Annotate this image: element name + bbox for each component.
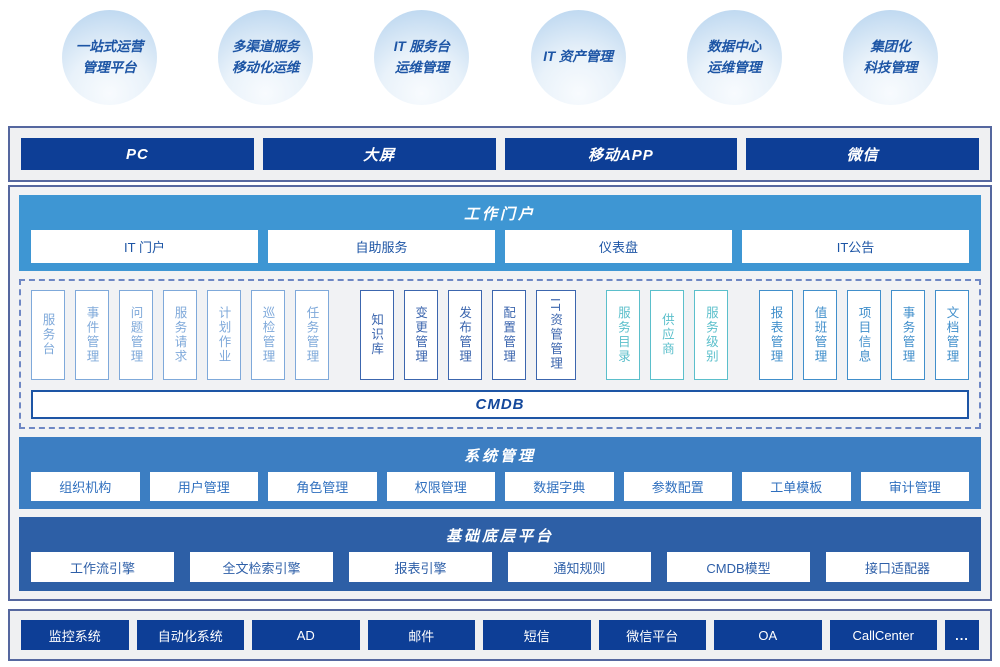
module-release-mgmt: 发布管理: [447, 290, 482, 380]
portal-item-dashboard: 仪表盘: [505, 230, 732, 263]
system-item-user-mgmt: 用户管理: [149, 472, 258, 501]
bubble-group-tech-management: 集团化 科技管理: [842, 10, 938, 105]
system-item-org-structure: 组织机构: [31, 472, 140, 501]
integration-callcenter: CallCenter: [829, 620, 937, 650]
channel-wechat: 微信: [746, 138, 979, 170]
module-document-mgmt: 文档管理: [934, 290, 969, 380]
base-platform-items: 工作流引擎 全文检索引擎 报表引擎 通知规则 CMDB模型 接口适配器: [31, 552, 969, 582]
base-item-workflow-engine: 工作流引擎: [31, 552, 174, 582]
integration-ad: AD: [252, 620, 360, 650]
integration-systems-bar: 监控系统 自动化系统 AD 邮件 短信 微信平台 OA CallCenter .…: [8, 609, 992, 661]
portal-item-it-bulletin: IT公告: [742, 230, 969, 263]
system-item-parameter-config: 参数配置: [623, 472, 732, 501]
system-management-section: 系统管理 组织机构 用户管理 角色管理 权限管理 数据字典 参数配置 工单模板 …: [19, 437, 981, 509]
module-service-desk: 服务台: [31, 290, 65, 380]
module-group-service-ops: 服务台 事件管理 问题管理 服务请求 计划作业 巡检管理 任务管理: [31, 290, 329, 380]
bubble-line: IT 资产管理: [543, 49, 613, 65]
module-task-mgmt: 任务管理: [295, 290, 329, 380]
module-service-catalog: 服务目录: [606, 290, 641, 380]
capability-bubbles-row: 一站式运营 管理平台 多渠道服务 移动化运维 IT 服务台 运维管理 IT 资产…: [0, 0, 1000, 106]
module-config-mgmt: 配置管理: [491, 290, 526, 380]
base-platform-section: 基础底层平台 工作流引擎 全文检索引擎 报表引擎 通知规则 CMDB模型 接口适…: [19, 517, 981, 591]
module-scheduled-jobs: 计划作业: [207, 290, 241, 380]
system-item-role-mgmt: 角色管理: [268, 472, 377, 501]
bubble-line: 集团化: [870, 39, 911, 55]
bubble-line: IT 服务台: [393, 39, 450, 55]
bubble-one-stop-operation: 一站式运营 管理平台: [62, 10, 157, 105]
integration-more-ellipsis: ...: [945, 620, 979, 650]
system-management-items: 组织机构 用户管理 角色管理 权限管理 数据字典 参数配置 工单模板 审计管理: [31, 472, 969, 501]
bubble-line: 运维管理: [707, 59, 762, 75]
bubble-line: 多渠道服务: [231, 39, 300, 55]
base-item-fulltext-search-engine: 全文检索引擎: [190, 552, 333, 582]
portal-item-self-service: 自助服务: [268, 230, 495, 263]
base-item-report-engine: 报表引擎: [349, 552, 492, 582]
module-group-service-catalog: 服务目录 供应商 服务级别: [606, 290, 729, 380]
system-management-title: 系统管理: [463, 448, 536, 465]
channel-bar: PC 大屏 移动APP 微信: [8, 126, 992, 182]
module-service-level: 服务级别: [694, 290, 729, 380]
module-duty-roster-mgmt: 值班管理: [802, 290, 837, 380]
module-report-mgmt: 报表管理: [758, 290, 793, 380]
base-item-cmdb-model: CMDB模型: [667, 552, 810, 582]
module-it-asset-mgmt: IT资管管理: [535, 290, 576, 380]
bubble-line: 管理平台: [82, 59, 137, 75]
bubble-datacenter-ops: 数据中心 运维管理: [686, 10, 782, 105]
bubble-line: 一站式运营: [75, 39, 144, 55]
system-item-permission-mgmt: 权限管理: [386, 472, 495, 501]
module-supplier: 供应商: [650, 290, 685, 380]
bubble-line: 移动化运维: [231, 59, 300, 75]
module-group-reporting: 报表管理 值班管理 项目信息 事务管理 文档管理: [758, 290, 969, 380]
integration-oa: OA: [714, 620, 822, 650]
base-item-notification-rules: 通知规则: [508, 552, 651, 582]
integration-email: 邮件: [367, 620, 475, 650]
integration-wechat-platform: 微信平台: [598, 620, 706, 650]
work-portal-section: 工作门户 IT 门户 自助服务 仪表盘 IT公告: [19, 195, 981, 271]
bubble-it-service-desk: IT 服务台 运维管理: [374, 10, 470, 105]
itsm-modules-area: 服务台 事件管理 问题管理 服务请求 计划作业 巡检管理 任务管理 知识库 变更…: [19, 279, 981, 429]
system-item-ticket-template: 工单模板: [742, 472, 851, 501]
base-item-interface-adapter: 接口适配器: [826, 552, 969, 582]
module-inspection-mgmt: 巡检管理: [251, 290, 285, 380]
itsm-modules-row: 服务台 事件管理 问题管理 服务请求 计划作业 巡检管理 任务管理 知识库 变更…: [31, 290, 969, 380]
integration-automation-system: 自动化系统: [136, 620, 244, 650]
main-platform-container: 工作门户 IT 门户 自助服务 仪表盘 IT公告 服务台 事件管理 问题管理 服…: [8, 185, 992, 601]
channel-mobile-app: 移动APP: [504, 138, 738, 170]
module-affair-mgmt: 事务管理: [890, 290, 925, 380]
work-portal-items: IT 门户 自助服务 仪表盘 IT公告: [31, 230, 969, 263]
module-project-info: 项目信息: [846, 290, 881, 380]
module-change-mgmt: 变更管理: [403, 290, 438, 380]
module-incident-mgmt: 事件管理: [75, 290, 109, 380]
bubble-it-asset-management: IT 资产管理: [530, 10, 626, 105]
module-service-request: 服务请求: [163, 290, 197, 380]
system-item-data-dictionary: 数据字典: [505, 472, 614, 501]
integration-monitoring-system: 监控系统: [21, 620, 129, 650]
system-item-audit-mgmt: 审计管理: [860, 472, 969, 501]
channel-pc: PC: [21, 138, 254, 170]
bubble-line: 科技管理: [863, 59, 918, 75]
bubble-multichannel-service: 多渠道服务 移动化运维: [218, 10, 314, 105]
integration-sms: 短信: [483, 620, 591, 650]
module-knowledge-base: 知识库: [359, 290, 394, 380]
bubble-line: 运维管理: [394, 59, 449, 75]
bubble-line: 数据中心: [707, 39, 762, 55]
base-platform-title: 基础底层平台: [445, 528, 554, 545]
module-group-change-config: 知识库 变更管理 发布管理 配置管理 IT资管管理: [359, 290, 576, 380]
work-portal-title: 工作门户: [463, 206, 536, 223]
portal-item-it-portal: IT 门户: [31, 230, 258, 263]
module-problem-mgmt: 问题管理: [119, 290, 153, 380]
channel-bigscreen: 大屏: [262, 138, 496, 170]
cmdb-bar: CMDB: [31, 390, 969, 419]
